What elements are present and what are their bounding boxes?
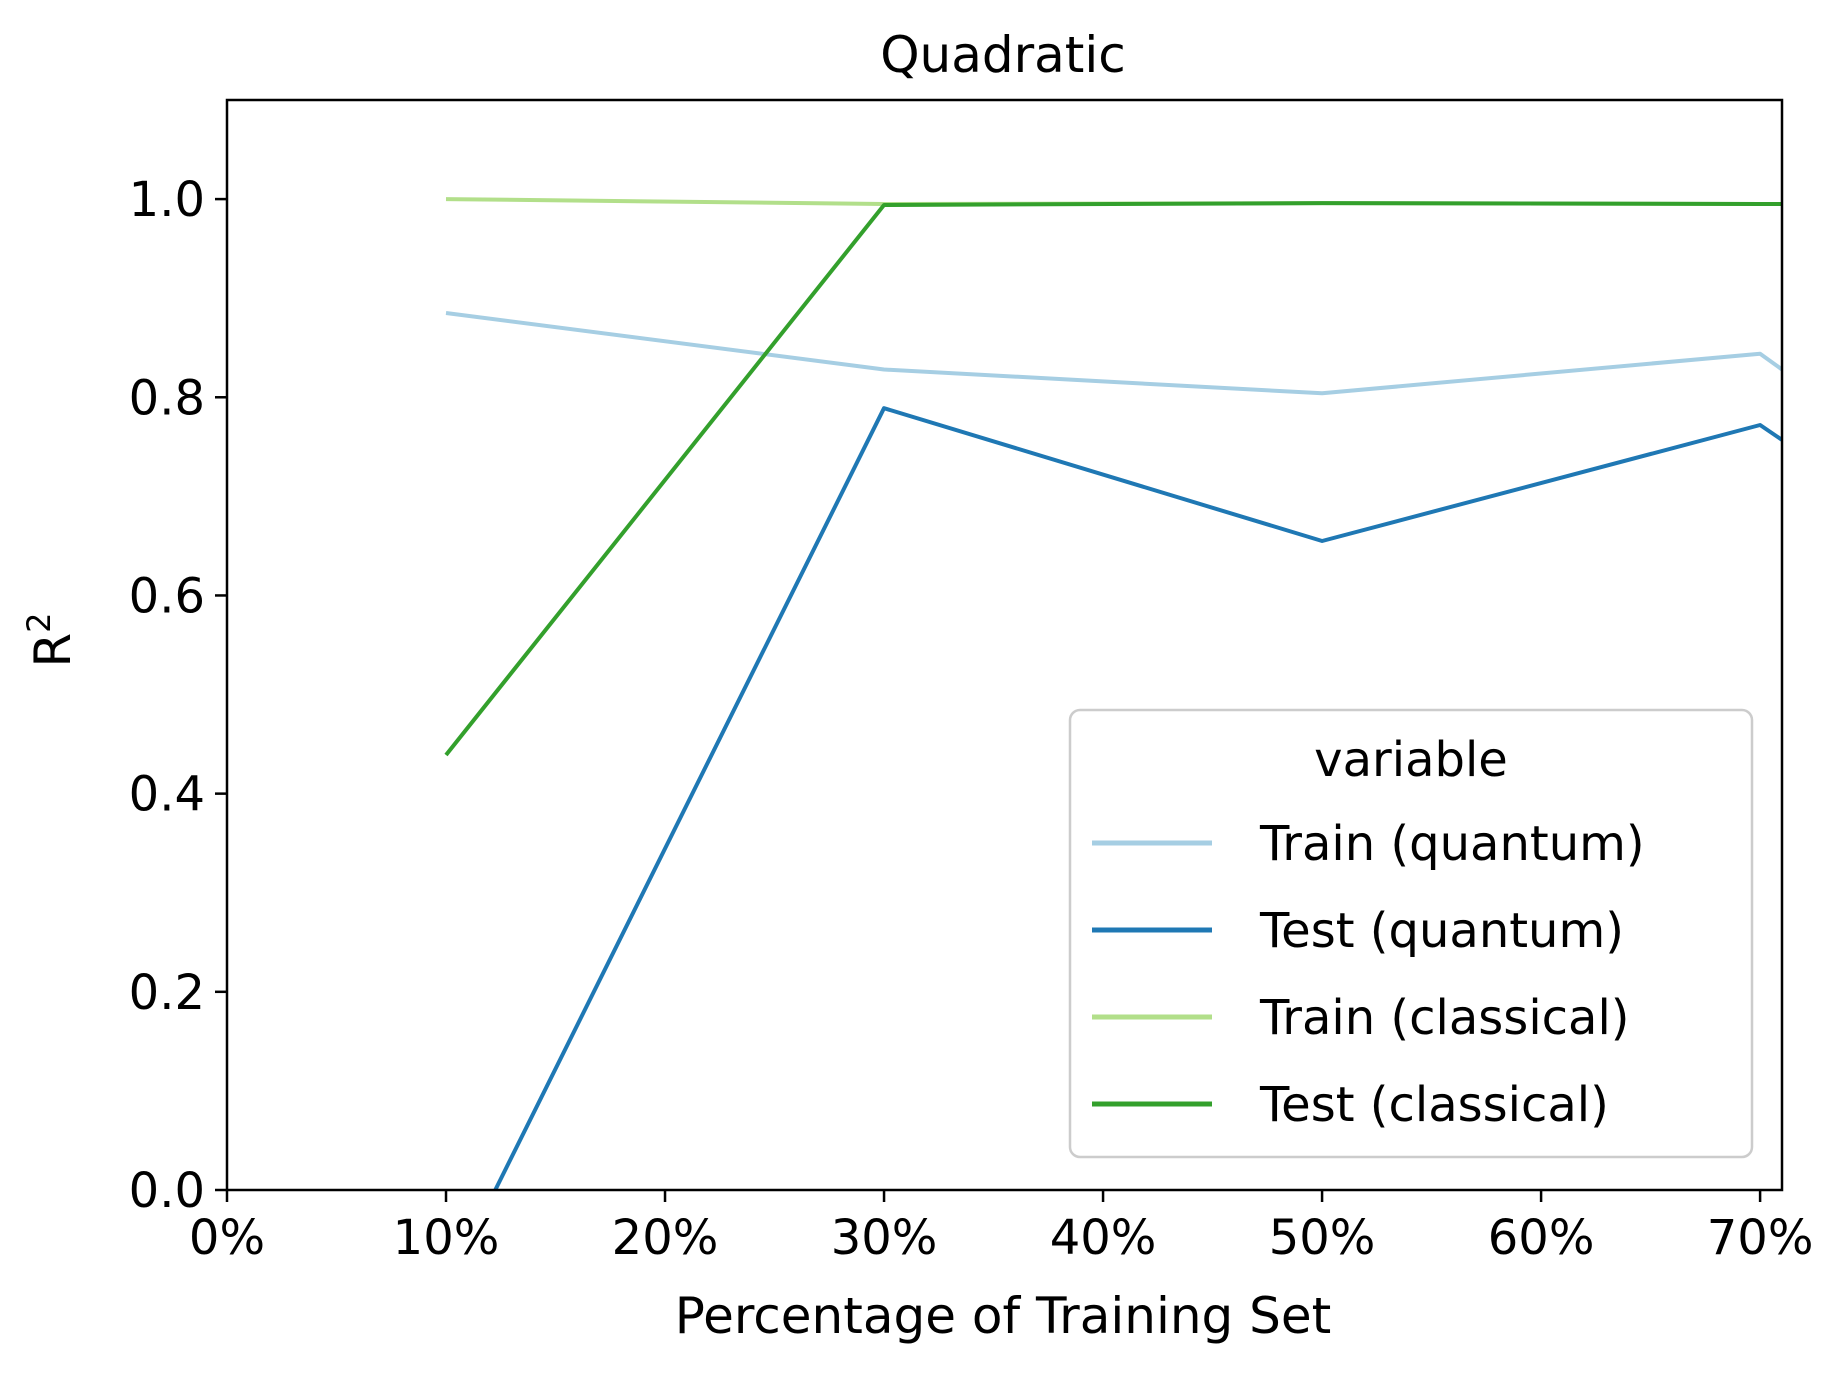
y-axis-ticks: 0.0 0.2 0.4 0.6 0.8 1.0	[129, 172, 227, 1219]
x-tick-label: 0%	[189, 1210, 265, 1266]
y-tick-label: 0.0	[129, 1163, 205, 1219]
y-tick-label: 0.4	[129, 767, 205, 823]
x-axis-ticks: 0% 10% 20% 30% 40% 50% 60% 70%	[189, 1190, 1814, 1266]
chart-title: Quadratic	[880, 26, 1126, 84]
x-tick-label: 40%	[1050, 1210, 1157, 1266]
x-tick-label: 30%	[831, 1210, 938, 1266]
x-tick-label: 50%	[1269, 1210, 1376, 1266]
svg-text:R2: R2	[20, 612, 82, 667]
y-tick-label: 0.2	[129, 965, 205, 1021]
series-layer	[444, 197, 1782, 1190]
series-line-1	[493, 406, 1782, 1190]
legend-label: Train (quantum)	[1259, 816, 1645, 872]
y-tick-label: 0.8	[129, 370, 205, 426]
plot-frame	[225, 98, 1784, 1192]
y-axis-label-superscript: 2	[20, 612, 58, 632]
y-axis-label: R2	[20, 612, 82, 667]
x-tick-label: 60%	[1488, 1210, 1595, 1266]
y-axis-label-main: R	[24, 633, 82, 668]
legend-label: Test (classical)	[1259, 1077, 1609, 1133]
y-tick-label: 1.0	[129, 172, 205, 228]
x-tick-label: 10%	[393, 1210, 500, 1266]
legend-label: Test (quantum)	[1259, 903, 1624, 959]
y-tick-label: 0.6	[129, 568, 205, 624]
series-line-3	[444, 201, 1782, 757]
x-tick-label: 70%	[1707, 1210, 1814, 1266]
legend-box	[1068, 708, 1754, 1159]
x-tick-label: 20%	[612, 1210, 719, 1266]
legend: variable Train (quantum)Test (quantum)Tr…	[1068, 708, 1754, 1159]
legend-label: Train (classical)	[1259, 990, 1630, 1046]
legend-items: Train (quantum) Test (quantum) Train (clas…	[1092, 816, 1645, 1133]
series-line-0	[445, 311, 1782, 396]
x-axis-label: Percentage of Training Set	[675, 1287, 1332, 1345]
legend-title: variable	[1314, 732, 1508, 788]
